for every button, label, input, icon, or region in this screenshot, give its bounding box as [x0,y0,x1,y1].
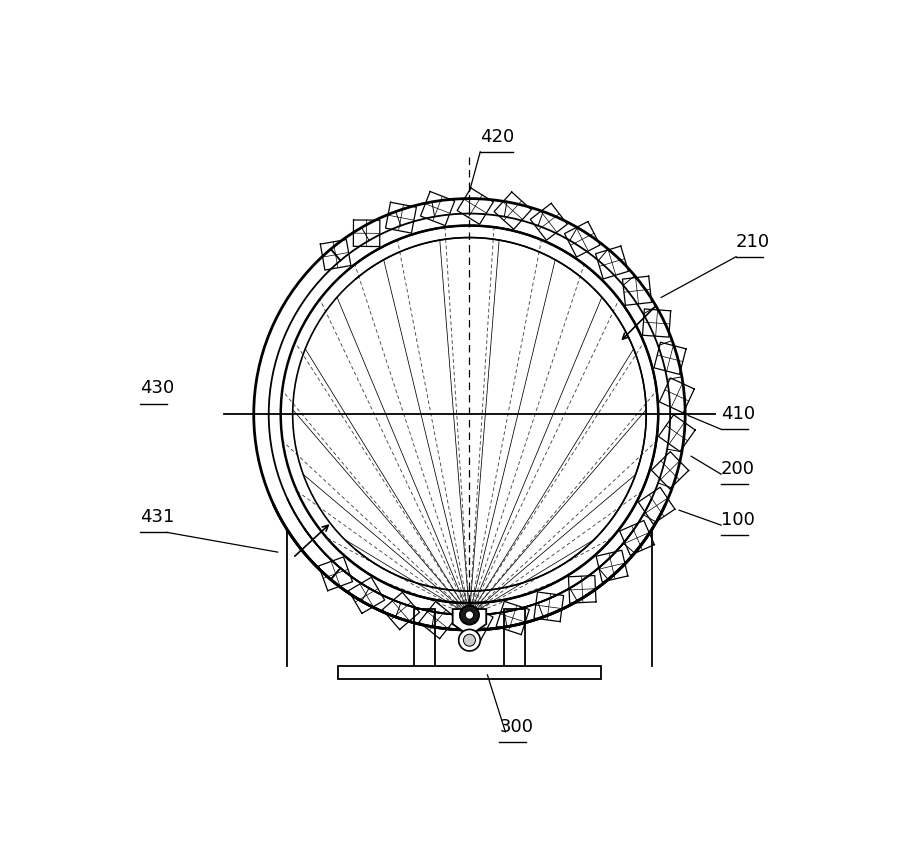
Bar [338,666,601,679]
Text: 210: 210 [736,233,770,251]
Text: 420: 420 [480,128,515,146]
Bar [504,609,525,669]
Circle shape [463,634,475,646]
Text: 430: 430 [140,379,174,397]
Text: 410: 410 [721,405,755,423]
Text: 100: 100 [721,511,755,529]
Text: 300: 300 [499,718,533,736]
Circle shape [465,611,474,619]
Text: 431: 431 [140,508,174,526]
Text: 200: 200 [721,461,755,479]
Circle shape [460,605,479,625]
Bar [414,609,435,669]
Polygon shape [453,609,486,636]
Circle shape [459,629,480,651]
